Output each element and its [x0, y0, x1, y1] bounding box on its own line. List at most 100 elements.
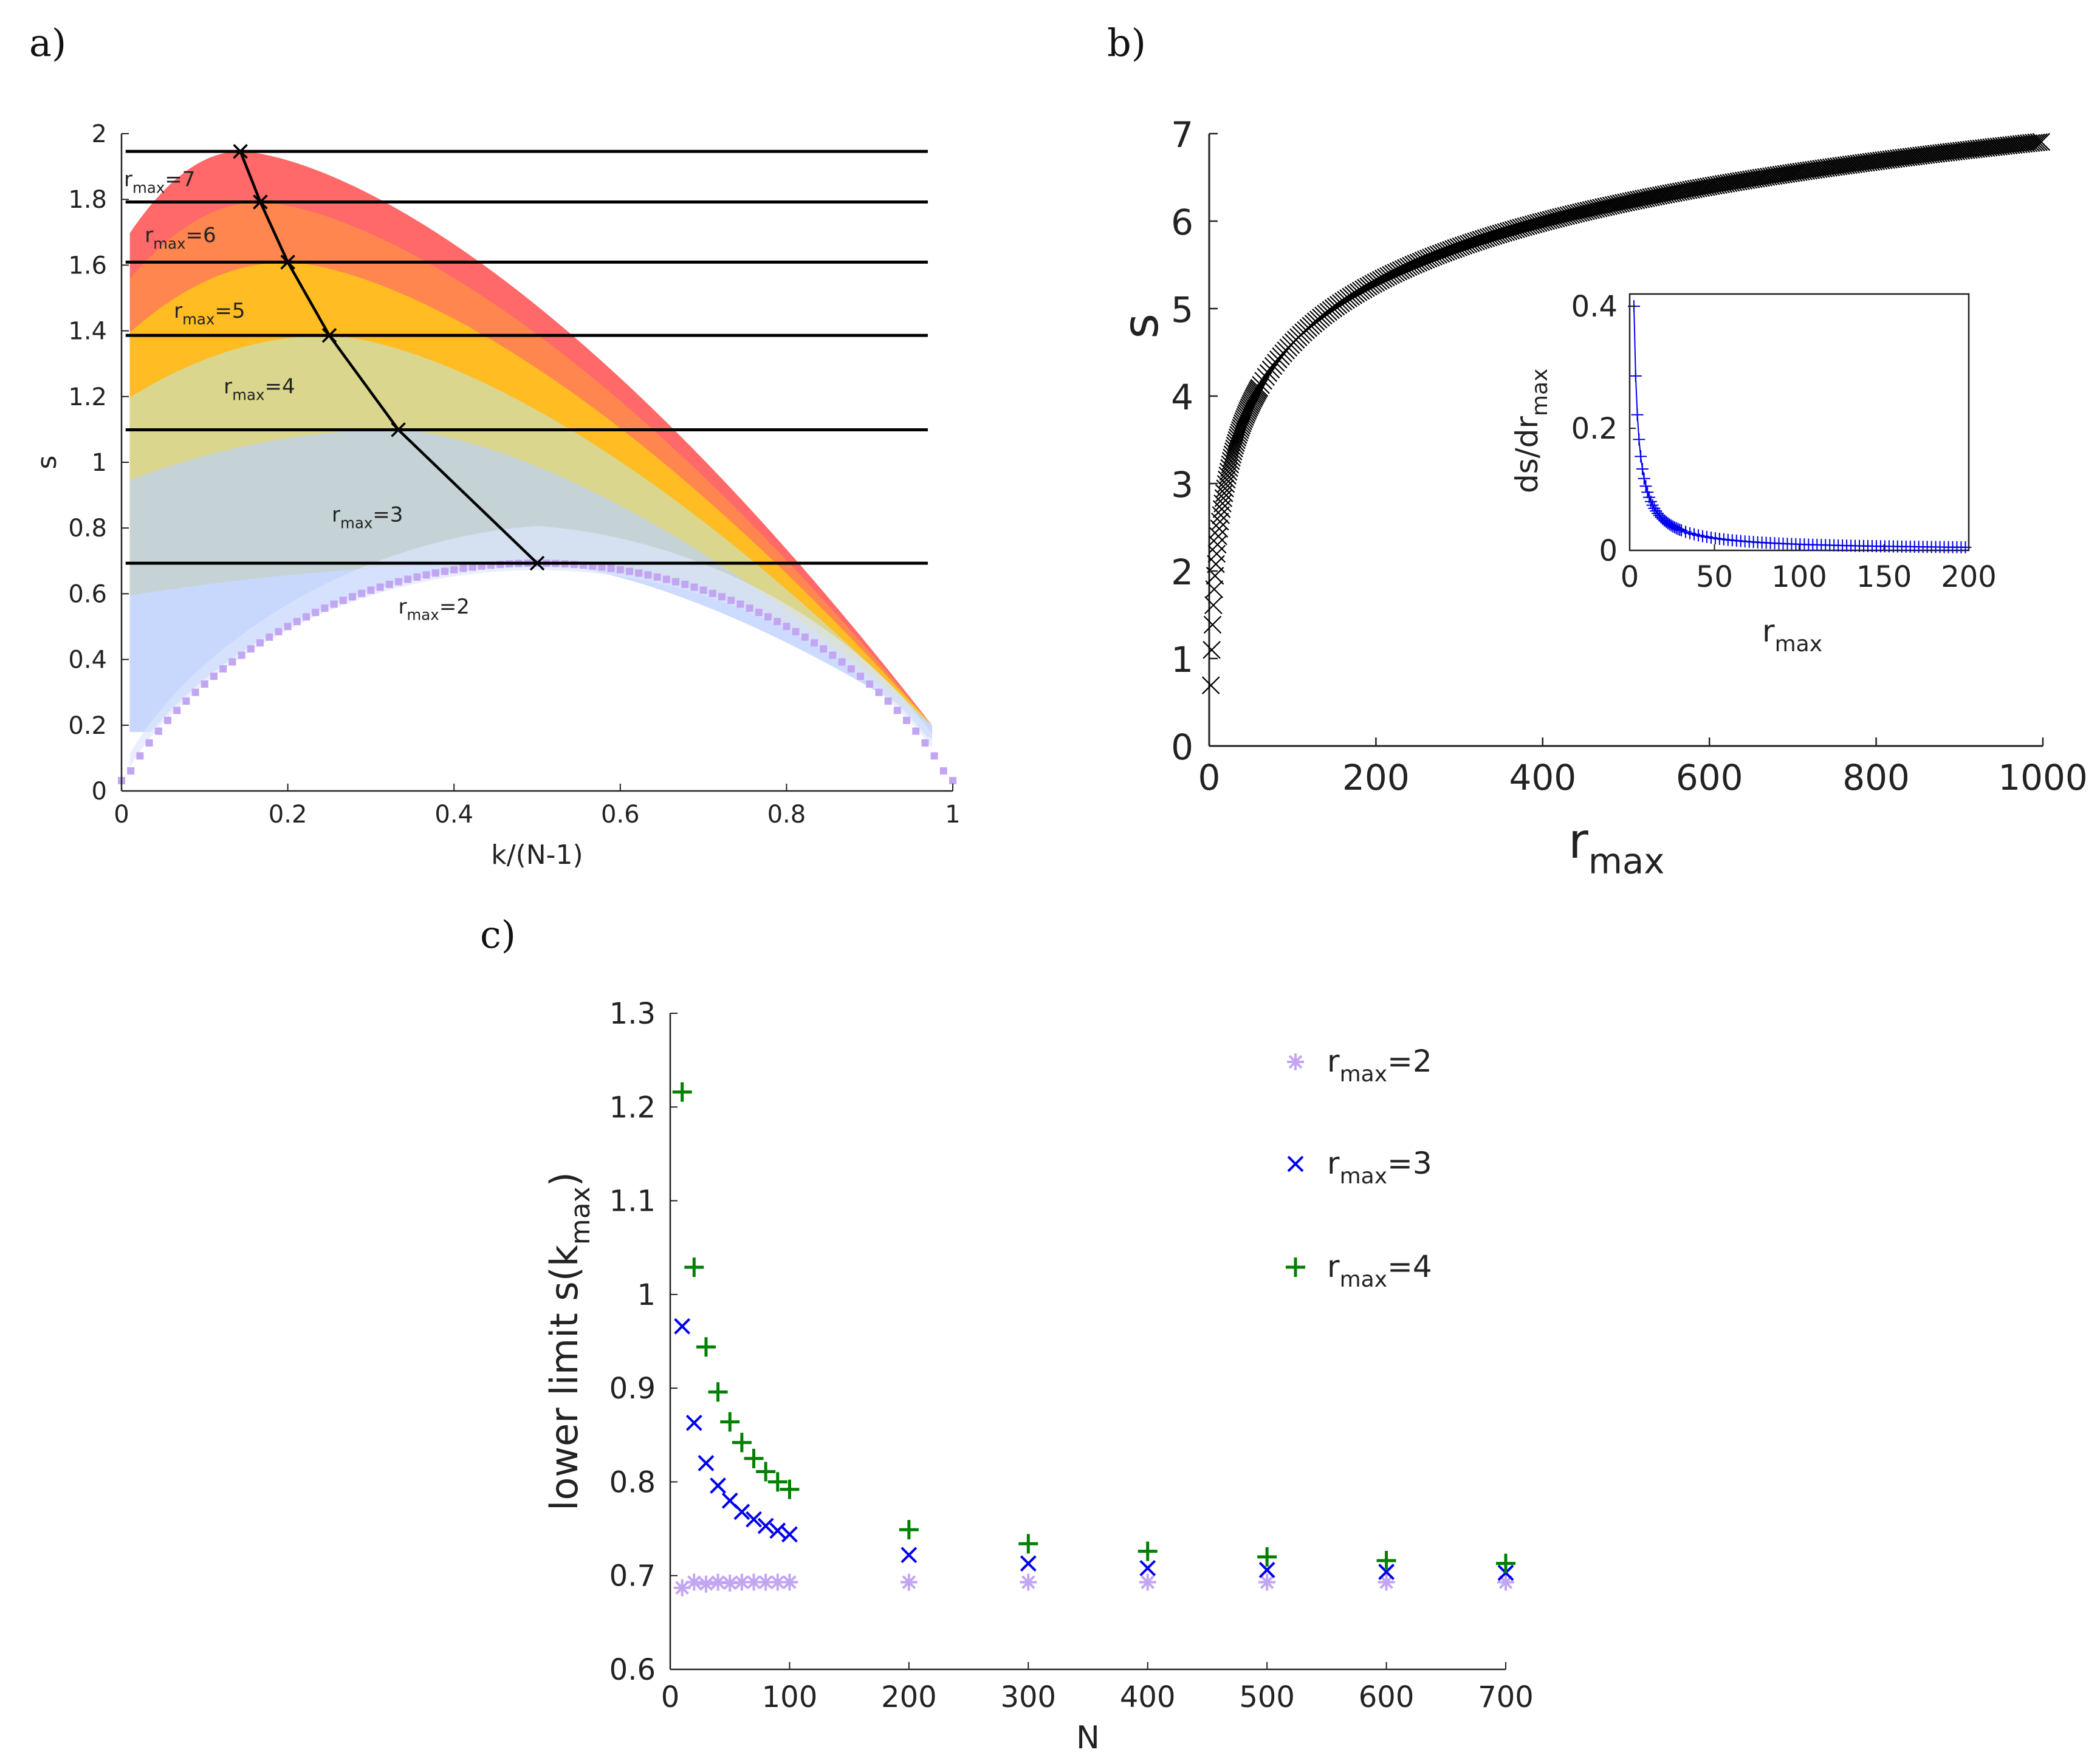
legend-label: rmax=2 [1327, 1044, 1432, 1087]
band-label-sub: max [340, 514, 372, 532]
point-rmax2 [697, 1575, 715, 1593]
band-label-rest: =4 [264, 374, 295, 399]
entropy-dot [764, 613, 772, 621]
data-point [2030, 133, 2048, 151]
entropy-dot [792, 628, 800, 635]
y-tick-label: 0 [1171, 727, 1193, 768]
entropy-dot [783, 623, 791, 631]
point-rmax2 [733, 1573, 750, 1591]
data-point [1427, 246, 1445, 265]
entropy-dot [284, 623, 292, 631]
entropy-dot [468, 563, 476, 571]
point-rmax3 [674, 1318, 691, 1335]
point-rmax4 [767, 1472, 787, 1492]
data-point [1501, 221, 1520, 240]
point-rmax3 [1020, 1555, 1037, 1572]
y-tick-label: 1.4 [68, 318, 107, 346]
entropy-dot [219, 665, 227, 673]
data-point [1227, 434, 1245, 452]
entropy-dot [330, 600, 338, 608]
inset-y-tick-label: 0 [1599, 534, 1618, 568]
data-point [1452, 237, 1470, 256]
panel-label-a: a) [29, 21, 66, 65]
inset-point [1629, 369, 1642, 382]
entropy-dot [672, 578, 679, 586]
entropy-dot [210, 672, 218, 680]
data-point [1542, 210, 1560, 229]
data-point [1494, 224, 1513, 242]
data-point [1218, 470, 1236, 489]
data-point [1429, 245, 1448, 264]
entropy-dot [293, 618, 301, 626]
data-point [1481, 227, 1500, 246]
entropy-dot [404, 575, 412, 583]
data-point [1487, 226, 1505, 244]
data-point [1424, 247, 1443, 266]
point-rmax2 [1020, 1573, 1037, 1591]
data-point [1230, 423, 1249, 442]
data-point [1570, 204, 1588, 222]
inset-point [1638, 472, 1650, 485]
data-point [1477, 229, 1495, 247]
x-axis-label: rmax [1568, 813, 1664, 882]
entropy-dot [367, 586, 375, 594]
inset-x-tick-label: 50 [1696, 560, 1733, 594]
point-rmax2 [1139, 1573, 1156, 1591]
entropy-dot [727, 597, 735, 604]
legend-label-rest: =2 [1387, 1044, 1432, 1079]
data-point [1220, 459, 1238, 477]
entropy-dot [681, 580, 689, 588]
x-tick-label: 700 [1478, 1680, 1534, 1714]
data-point [1219, 462, 1238, 481]
maxima-line [239, 151, 538, 564]
data-point [1203, 641, 1221, 659]
data-point [1472, 230, 1491, 249]
data-point [1564, 205, 1583, 224]
entropy-dot [173, 706, 181, 714]
x-tick-label: 0 [661, 1680, 680, 1714]
legend-label-rest: =4 [1387, 1249, 1432, 1284]
y-axis-label-main: lower limit s(k [542, 1245, 586, 1511]
point-rmax2 [781, 1573, 798, 1591]
point-rmax2 [673, 1579, 691, 1596]
inset-point [1670, 522, 1683, 535]
data-point [1205, 580, 1224, 598]
entropy-dot [644, 571, 652, 579]
x-tick-label: 200 [881, 1680, 937, 1714]
data-point [1522, 216, 1540, 234]
legend-marker-rmax4 [1286, 1257, 1305, 1277]
inset-x-tick-label: 0 [1621, 560, 1639, 594]
entropy-dot [201, 680, 208, 688]
entropy-dot [376, 583, 384, 591]
y-tick-label: 6 [1171, 202, 1193, 243]
point-rmax4 [756, 1462, 776, 1482]
x-tick-label: 500 [1239, 1680, 1295, 1714]
data-point [1532, 213, 1550, 231]
entropy-dot [238, 651, 245, 659]
data-point [1208, 535, 1227, 554]
point-rmax3 [757, 1517, 774, 1534]
data-point [1204, 596, 1223, 615]
entropy-dot [893, 706, 901, 714]
entropy-dot [413, 573, 421, 581]
point-rmax4 [708, 1382, 728, 1402]
entropy-dot [903, 716, 910, 724]
data-point [1562, 205, 1580, 224]
y-tick-label: 1.8 [68, 186, 107, 214]
entropy-dot [801, 633, 809, 641]
y-tick-label: 4 [1171, 377, 1193, 418]
entropy-dot [191, 688, 199, 696]
inset-point [1639, 480, 1652, 493]
band-label-rest: =2 [439, 595, 470, 619]
inset-y-tick-label: 0.4 [1571, 290, 1618, 324]
inset-point [1665, 519, 1678, 532]
entropy-dot [838, 658, 846, 666]
band-label-main: r [332, 502, 340, 527]
entropy-dot [820, 645, 828, 653]
legend-label-sub: max [1340, 1267, 1387, 1292]
band-label: rmax=2 [398, 595, 469, 624]
data-point [1554, 207, 1573, 226]
maxima-marker [233, 143, 248, 159]
band-label-rest: =3 [372, 502, 403, 527]
